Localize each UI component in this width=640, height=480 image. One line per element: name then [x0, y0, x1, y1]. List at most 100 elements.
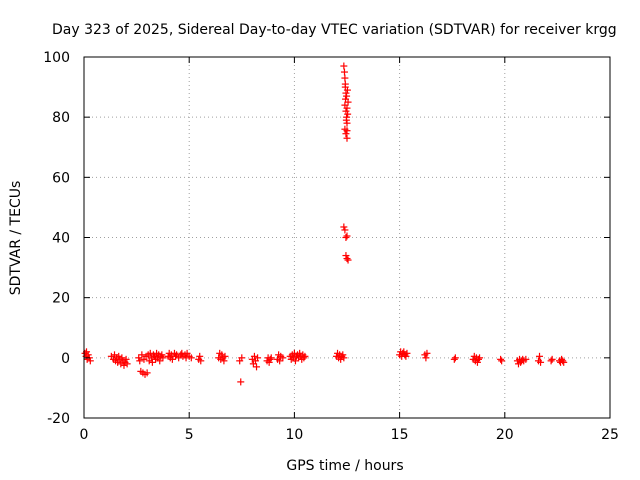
data-point [343, 127, 351, 135]
data-point [341, 226, 349, 234]
data-point [146, 349, 154, 357]
data-point [343, 255, 351, 263]
data-point [343, 104, 351, 112]
data-point [497, 355, 505, 363]
data-point [342, 116, 350, 124]
data-point [559, 357, 567, 365]
y-tick-label: 0 [61, 351, 70, 367]
data-point [473, 358, 481, 366]
data-point [187, 354, 195, 362]
data-point [423, 349, 431, 357]
data-point [498, 357, 506, 365]
axis-ticks [83, 56, 611, 419]
x-tick-label: 25 [601, 427, 619, 443]
data-point [343, 232, 351, 240]
data-point [340, 354, 348, 362]
data-point [537, 358, 545, 366]
data-point [560, 358, 568, 366]
data-point [254, 354, 262, 362]
data-point [296, 349, 304, 357]
data-point [403, 349, 411, 357]
data-point [476, 354, 484, 362]
x-tick-label: 5 [185, 427, 194, 443]
data-point [291, 357, 299, 365]
data-point [197, 357, 205, 365]
data-point [156, 357, 164, 365]
data-point [344, 110, 352, 118]
data-point [342, 234, 350, 241]
data-point [135, 354, 143, 362]
data-point [118, 354, 126, 362]
data-point [237, 378, 245, 386]
data-point [340, 62, 348, 70]
y-axis-label: SDTVAR / TECUs [8, 181, 24, 296]
x-tick-label: 0 [80, 427, 89, 443]
y-tick-label: -20 [47, 411, 70, 427]
data-point [123, 360, 131, 368]
data-points [81, 62, 568, 386]
data-point [547, 357, 555, 365]
data-point [148, 358, 156, 366]
data-point [250, 352, 258, 360]
data-point [344, 98, 352, 106]
data-point [138, 351, 146, 359]
data-point [344, 256, 352, 264]
data-point [266, 355, 274, 363]
data-point [341, 83, 349, 91]
data-point [422, 354, 430, 362]
data-point [343, 92, 351, 100]
y-tick-label: 60 [52, 170, 70, 186]
y-tick-label: 20 [52, 291, 70, 307]
data-point [450, 355, 458, 363]
data-point [267, 354, 275, 362]
data-point [339, 351, 347, 359]
data-point [86, 357, 94, 365]
data-point [122, 355, 130, 363]
data-point [301, 352, 309, 360]
data-point [81, 349, 89, 357]
y-tick-label: 80 [52, 110, 70, 126]
y-tick-label: 100 [43, 50, 70, 66]
data-point [253, 363, 261, 371]
data-point [159, 354, 167, 362]
data-point [143, 369, 151, 377]
data-point [221, 352, 229, 360]
data-point [158, 351, 166, 359]
data-point [342, 130, 350, 138]
data-point [276, 357, 284, 365]
data-point [84, 351, 92, 359]
data-point [402, 352, 410, 360]
data-point [300, 354, 308, 362]
data-point [220, 357, 228, 365]
data-point [340, 68, 348, 76]
data-point [136, 357, 144, 365]
data-point [341, 74, 349, 82]
data-point [337, 355, 345, 363]
x-tick-label: 10 [285, 427, 303, 443]
data-point [218, 351, 226, 359]
data-point [522, 355, 530, 363]
x-axis-label: GPS time / hours [286, 458, 403, 474]
x-tick-label: 15 [391, 427, 409, 443]
data-point [548, 355, 556, 363]
data-point [168, 355, 176, 363]
data-point [238, 354, 246, 362]
data-point [120, 361, 128, 369]
data-point [172, 352, 180, 360]
data-point [475, 355, 482, 363]
tick-labels: 0 5 10 15 20 25 -20 0 20 40 60 80 100 [43, 50, 619, 443]
data-point [115, 352, 123, 360]
chart-title: Day 323 of 2025, Sidereal Day-to-day VTE… [52, 22, 617, 38]
data-point [342, 89, 350, 97]
data-point [451, 354, 459, 362]
data-point [196, 352, 204, 360]
data-point [279, 354, 287, 362]
data-point [342, 107, 350, 115]
data-point [400, 348, 408, 356]
data-point [536, 352, 544, 360]
x-tick-label: 20 [496, 427, 514, 443]
data-point [340, 223, 348, 231]
data-point [265, 358, 273, 366]
data-point [342, 252, 350, 260]
